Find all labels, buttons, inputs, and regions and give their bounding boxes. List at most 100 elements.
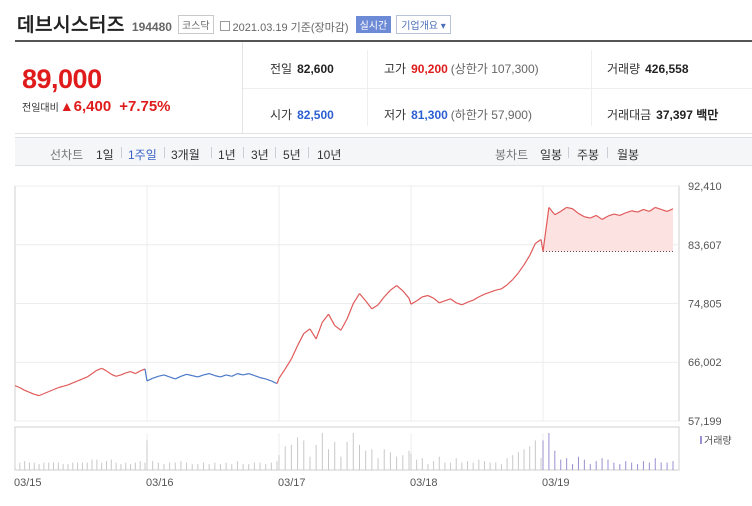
price-line-segment xyxy=(48,389,54,393)
stat-value: 37,397 백만 xyxy=(656,108,719,122)
volume-bar xyxy=(554,450,556,470)
volume-bar xyxy=(402,455,404,470)
y-tick-label: 66,002 xyxy=(688,357,722,369)
volume-bar xyxy=(619,464,621,470)
price-line-segment xyxy=(352,293,360,304)
price-line-segment xyxy=(572,208,579,214)
volume-bar xyxy=(340,456,342,470)
price-line-segment xyxy=(62,384,69,387)
volume-bar xyxy=(101,462,103,470)
price-line-segment xyxy=(91,369,98,375)
price-line-segment xyxy=(254,375,261,379)
volume-bar xyxy=(96,459,98,470)
price-line-segment xyxy=(390,285,397,291)
volume-bar xyxy=(438,456,440,470)
volume-bar xyxy=(540,458,542,470)
period-1w[interactable]: 1주일 xyxy=(128,148,157,162)
volume-bar xyxy=(276,461,278,470)
volume-bar xyxy=(270,462,272,470)
volume-bar xyxy=(214,462,216,470)
price-line-segment xyxy=(377,296,385,306)
line-chart-label: 선차트 xyxy=(50,148,84,162)
price-line-segment xyxy=(284,358,292,370)
volume-bar xyxy=(81,462,83,470)
volume-bar xyxy=(144,462,146,470)
current-price: 89,000 xyxy=(22,64,102,94)
period-weekly-candle[interactable]: 주봉 xyxy=(577,148,600,162)
company-info-dropdown[interactable]: 기업개요 ▾ xyxy=(396,15,451,34)
volume-bar xyxy=(529,446,531,470)
price-line-segment xyxy=(180,373,187,377)
price-line-segment xyxy=(197,374,204,378)
price-line-segment xyxy=(535,238,542,244)
period-1y[interactable]: 1년 xyxy=(218,148,236,162)
toolbar-divider xyxy=(211,147,212,158)
price-line-segment xyxy=(327,313,336,326)
volume-bar xyxy=(110,459,112,470)
volume-bar xyxy=(631,462,633,470)
price-line-segment xyxy=(231,373,238,377)
price-line-segment xyxy=(208,373,216,377)
stock-name: 데브시스터즈 xyxy=(17,15,125,36)
price-line-segment xyxy=(214,375,221,378)
price-chart-svg: 57,199 66,002 74,805 83,607 92,410 거래량 03/15 03… xyxy=(14,181,732,489)
price-line-segment xyxy=(416,296,423,302)
volume-bar xyxy=(408,450,410,470)
volume-bar xyxy=(24,461,26,470)
volume-bar xyxy=(236,461,238,470)
price-line-segment xyxy=(422,294,429,298)
stat-low: 저가 81,300 (하한가 57,900) xyxy=(384,106,532,123)
toolbar-divider xyxy=(243,147,244,158)
volume-bar xyxy=(253,462,255,470)
price-line-segment xyxy=(523,255,531,266)
stock-header: 데브시스터즈 194480 코스닥 2021.03.19 기준(장마감) 실시간… xyxy=(17,10,451,36)
price-line-segment xyxy=(643,208,650,212)
price-line-segment xyxy=(484,291,491,295)
stat-value: 82,500 xyxy=(297,108,334,122)
price-line-segment xyxy=(619,212,626,216)
price-line-segment xyxy=(625,210,632,214)
price-line-segment xyxy=(595,214,603,220)
volume-bar xyxy=(53,462,55,470)
volume-bar xyxy=(433,461,435,470)
realtime-button[interactable]: 실시간 xyxy=(355,16,392,33)
price-line-segment xyxy=(67,382,74,386)
price-line-segment xyxy=(163,374,170,378)
price-line-segment xyxy=(220,374,227,378)
price-line-segment xyxy=(14,385,21,389)
price-line-segment xyxy=(371,304,379,310)
price-line-segment xyxy=(96,367,102,371)
price-chart[interactable]: 57,199 66,002 74,805 83,607 92,410 거래량 03/15 03… xyxy=(0,166,752,506)
stats-grid: 전일 82,600 고가 90,200 (상한가 107,300) 거래량 426,55… xyxy=(243,42,752,134)
period-5y[interactable]: 5년 xyxy=(283,148,301,162)
volume-bar xyxy=(231,464,233,470)
volume-bar xyxy=(203,462,205,470)
period-1d[interactable]: 1일 xyxy=(96,148,114,162)
price-line-segment xyxy=(566,206,573,210)
period-3y[interactable]: 3년 xyxy=(251,148,269,162)
stat-label: 저가 xyxy=(384,108,407,122)
price-line-segment xyxy=(248,373,255,377)
price-line-segment xyxy=(584,216,591,219)
volume-bar xyxy=(666,462,668,470)
price-line-segment xyxy=(402,290,410,299)
price-line-segment xyxy=(130,371,136,375)
price-line-segment xyxy=(82,376,88,380)
stat-value: 82,600 xyxy=(297,62,334,76)
stock-code: 194480 xyxy=(131,20,172,34)
price-line-segment xyxy=(517,264,525,274)
volume-bar xyxy=(389,452,391,470)
y-tick-label: 57,199 xyxy=(688,416,722,428)
volume-bar xyxy=(416,459,418,470)
volume-bar xyxy=(660,462,662,470)
period-monthly-candle[interactable]: 월봉 xyxy=(617,148,640,162)
volume-bar xyxy=(134,462,136,470)
period-daily-candle[interactable]: 일봉 xyxy=(540,148,563,162)
volume-bar xyxy=(613,462,615,470)
volume-bar xyxy=(208,464,210,470)
period-3m[interactable]: 3개월 xyxy=(171,148,200,162)
price-line-segment xyxy=(334,325,342,331)
price-line-segment xyxy=(506,279,514,286)
toolbar-divider xyxy=(164,147,165,158)
period-10y[interactable]: 10년 xyxy=(317,148,342,162)
